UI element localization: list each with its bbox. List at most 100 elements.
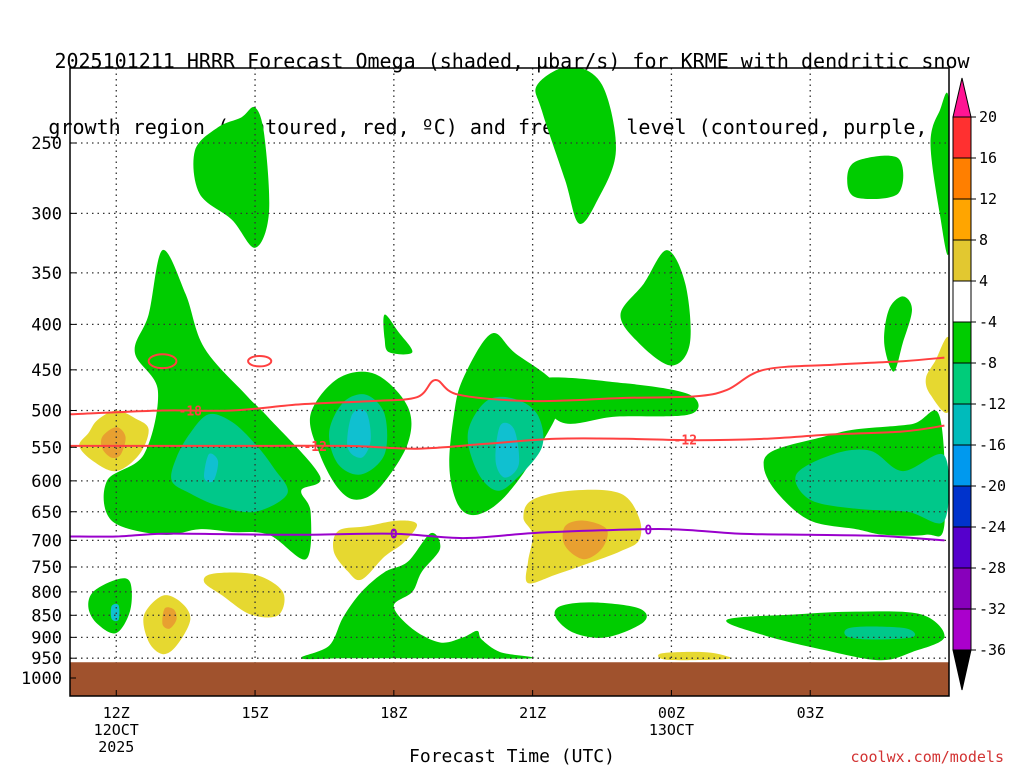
colorbar-label: -4 (979, 313, 997, 331)
colorbar-swatch (952, 157, 972, 200)
omega-shading (79, 68, 949, 661)
colorbar-swatch (952, 116, 972, 159)
colorbar-swatch (952, 362, 972, 405)
colorbar-bottom-arrow (952, 649, 972, 691)
omega-region (204, 453, 219, 483)
x-tick-year-label: 2025 (98, 738, 134, 756)
contour-label: 0 (644, 524, 652, 539)
plot-frame (69, 67, 950, 697)
y-tick-label: 400 (31, 315, 62, 335)
y-tick-label: 850 (31, 606, 62, 626)
colorbar-label: -32 (979, 600, 1006, 618)
omega-region (203, 572, 285, 618)
colorbar-label: -16 (979, 436, 1006, 454)
omega-region (162, 607, 177, 629)
omega-region (193, 106, 270, 248)
omega-region (495, 422, 520, 478)
colorbar-label: 16 (979, 149, 997, 167)
colorbar-label: -20 (979, 477, 1006, 495)
axis-labels: 2503003504004505005506006507007508008509… (21, 134, 824, 756)
omega-region (171, 413, 288, 513)
contour-label: -12 (303, 440, 326, 455)
contour-line (70, 528, 945, 542)
x-tick-label: 03Z (797, 704, 824, 722)
y-tick-label: 450 (31, 361, 62, 381)
colorbar-label: 8 (979, 231, 988, 249)
omega-region (110, 603, 120, 622)
x-tick-label: 00Z (658, 704, 685, 722)
y-tick-label: 550 (31, 438, 62, 458)
y-tick-label: 500 (31, 402, 62, 422)
x-tick-label: 21Z (519, 704, 546, 722)
colorbar-top-arrow (952, 77, 972, 118)
colorbar-label: -12 (979, 395, 1006, 413)
colorbar-swatch (952, 526, 972, 569)
contour-line (70, 424, 945, 450)
colorbar-label: 12 (979, 190, 997, 208)
omega-region (88, 578, 132, 634)
colorbar-swatch (952, 403, 972, 446)
omega-region (383, 314, 413, 355)
x-tick-label: 12Z (103, 704, 130, 722)
contour-label: -18 (179, 405, 203, 420)
y-tick-label: 650 (31, 503, 62, 523)
y-tick-label: 250 (31, 134, 62, 154)
colorbar-swatch (952, 567, 972, 610)
omega-region (301, 532, 535, 660)
colorbar-swatch (952, 485, 972, 528)
y-tick-label: 900 (31, 628, 62, 648)
x-axis-title: Forecast Time (UTC) (409, 746, 615, 767)
colorbar-swatch (952, 444, 972, 487)
y-tick-label: 1000 (21, 669, 62, 689)
omega-region (100, 427, 126, 459)
y-tick-label: 600 (31, 472, 62, 492)
ground-fill (70, 662, 949, 696)
x-tick-label: 15Z (242, 704, 269, 722)
omega-region (535, 68, 616, 224)
colorbar-label: 4 (979, 272, 988, 290)
y-tick-label: 700 (31, 531, 62, 551)
omega-region (620, 250, 691, 366)
temperature-contours: -18 -12 -12 0 0 (70, 353, 945, 543)
colorbar-swatch (952, 321, 972, 364)
omega-region (844, 626, 916, 640)
y-tick-label: 950 (31, 649, 62, 669)
colorbar-label: -24 (979, 518, 1006, 536)
x-tick-date-label: 13OCT (649, 721, 694, 739)
credit-text: coolwx.com/models (850, 748, 1004, 766)
x-tick-date-label: 12OCT (94, 721, 139, 739)
x-tick-label: 18Z (380, 704, 407, 722)
colorbar-label: -28 (979, 559, 1006, 577)
omega-region (554, 602, 647, 638)
contour-label: 0 (390, 528, 398, 543)
colorbar-swatch (952, 239, 972, 282)
colorbar-swatch (952, 198, 972, 241)
y-tick-label: 750 (31, 558, 62, 578)
omega-region (658, 651, 732, 661)
colorbar-label: -36 (979, 641, 1006, 659)
omega-region (333, 520, 418, 581)
y-tick-label: 300 (31, 204, 62, 224)
omega-region (726, 611, 945, 661)
colorbar: 20 16 12 8 4 -4 -8 -12 -16 -20 -24 -28 -32 -36 (952, 77, 1006, 691)
grid-lines (70, 68, 949, 663)
contour-closed (247, 354, 273, 368)
y-tick-label: 800 (31, 583, 62, 603)
contour-line (70, 356, 945, 416)
chart-title-line1: 2025101211 HRRR Forecast Omega (shaded, … (54, 49, 970, 73)
colorbar-swatch (952, 280, 972, 323)
contour-label: -12 (674, 433, 697, 448)
omega-region (884, 296, 912, 372)
y-tick-label: 350 (31, 264, 62, 284)
omega-region (930, 92, 949, 255)
omega-region (795, 449, 949, 524)
omega-region (925, 336, 949, 413)
colorbar-label: -8 (979, 354, 997, 372)
colorbar-swatch (952, 608, 972, 651)
contour-closed (147, 353, 178, 370)
colorbar-label: 20 (979, 108, 997, 126)
omega-region (847, 155, 904, 200)
omega-region (534, 377, 699, 424)
ground-layer (70, 662, 949, 696)
